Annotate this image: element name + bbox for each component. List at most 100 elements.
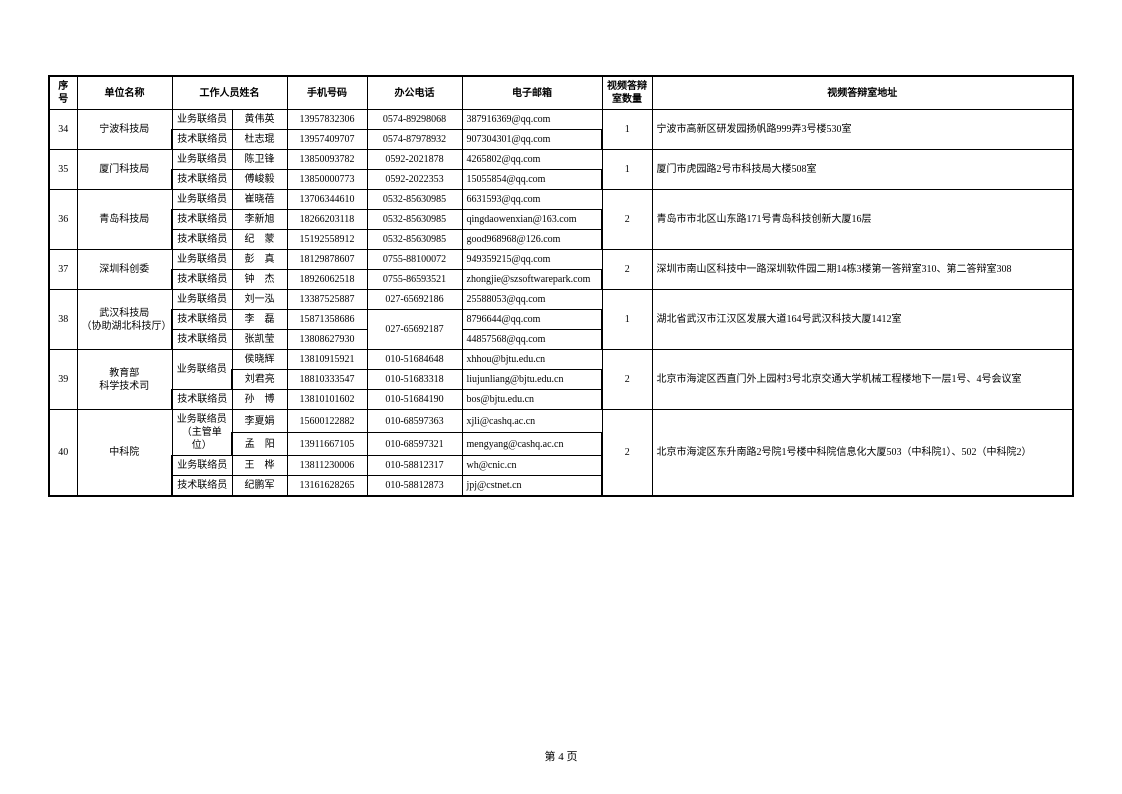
role-cell: 业务联络员 xyxy=(172,350,232,390)
email-cell: xhhou@bjtu.edu.cn xyxy=(462,350,602,370)
role-cell: 业务联络员 xyxy=(172,150,232,170)
role-cell: 技术联络员 xyxy=(172,390,232,410)
name-cell: 侯晓辉 xyxy=(232,350,287,370)
table-row: 38 武汉科技局 （协助湖北科技厅） 业务联络员 刘一泓 13387525887… xyxy=(49,290,1073,310)
org-cell: 武汉科技局 （协助湖北科技厅） xyxy=(77,290,172,350)
col-email: 电子邮箱 xyxy=(462,76,602,110)
name-cell: 崔晓蓓 xyxy=(232,190,287,210)
phone-cell: 010-51683318 xyxy=(367,370,462,390)
email-cell: 907304301@qq.com xyxy=(462,130,602,150)
email-cell: 15055854@qq.com xyxy=(462,170,602,190)
addr-cell: 北京市海淀区东升南路2号院1号楼中科院信息化大厦503（中科院1）、502（中科… xyxy=(652,410,1073,497)
name-cell: 钟 杰 xyxy=(232,270,287,290)
name-cell: 张凯莹 xyxy=(232,330,287,350)
phone-cell: 010-58812317 xyxy=(367,456,462,476)
name-cell: 刘一泓 xyxy=(232,290,287,310)
count-cell: 2 xyxy=(602,190,652,250)
mobile-cell: 18129878607 xyxy=(287,250,367,270)
role-cell: 技术联络员 xyxy=(172,270,232,290)
seq-cell: 35 xyxy=(49,150,77,190)
org-cell: 深圳科创委 xyxy=(77,250,172,290)
seq-cell: 37 xyxy=(49,250,77,290)
addr-cell: 宁波市高新区研发园扬帆路999弄3号楼530室 xyxy=(652,110,1073,150)
col-count: 视频答辩室数量 xyxy=(602,76,652,110)
seq-cell: 36 xyxy=(49,190,77,250)
table-header-row: 序号 单位名称 工作人员姓名 手机号码 办公电话 电子邮箱 视频答辩室数量 视频… xyxy=(49,76,1073,110)
role-cell: 技术联络员 xyxy=(172,476,232,497)
email-cell: 387916369@qq.com xyxy=(462,110,602,130)
seq-cell: 39 xyxy=(49,350,77,410)
name-cell: 李夏娟 xyxy=(232,410,287,433)
org-cell: 青岛科技局 xyxy=(77,190,172,250)
email-cell: wh@cnic.cn xyxy=(462,456,602,476)
email-cell: mengyang@cashq.ac.cn xyxy=(462,433,602,456)
mobile-cell: 15871358686 xyxy=(287,310,367,330)
email-cell: 25588053@qq.com xyxy=(462,290,602,310)
addr-cell: 厦门市虎园路2号市科技局大楼508室 xyxy=(652,150,1073,190)
col-seq: 序号 xyxy=(49,76,77,110)
role-cell: 技术联络员 xyxy=(172,230,232,250)
count-cell: 2 xyxy=(602,410,652,497)
addr-cell: 深圳市南山区科技中一路深圳软件园二期14栋3楼第一答辩室310、第二答辩室308 xyxy=(652,250,1073,290)
col-org: 单位名称 xyxy=(77,76,172,110)
phone-cell: 0532-85630985 xyxy=(367,230,462,250)
col-staff: 工作人员姓名 xyxy=(172,76,287,110)
phone-cell: 0532-85630985 xyxy=(367,190,462,210)
mobile-cell: 18266203118 xyxy=(287,210,367,230)
name-cell: 王 桦 xyxy=(232,456,287,476)
phone-cell: 027-65692187 xyxy=(367,310,462,350)
email-cell: good968968@126.com xyxy=(462,230,602,250)
name-cell: 纪鹏军 xyxy=(232,476,287,497)
mobile-cell: 18810333547 xyxy=(287,370,367,390)
role-cell: 技术联络员 xyxy=(172,130,232,150)
email-cell: 44857568@qq.com xyxy=(462,330,602,350)
addr-cell: 北京市海淀区西直门外上园村3号北京交通大学机械工程楼地下一层1号、4号会议室 xyxy=(652,350,1073,410)
role-cell: 技术联络员 xyxy=(172,170,232,190)
name-cell: 纪 蒙 xyxy=(232,230,287,250)
role-cell: 技术联络员 xyxy=(172,210,232,230)
org-cell: 中科院 xyxy=(77,410,172,497)
phone-cell: 0592-2022353 xyxy=(367,170,462,190)
count-cell: 1 xyxy=(602,150,652,190)
mobile-cell: 13387525887 xyxy=(287,290,367,310)
email-cell: 8796644@qq.com xyxy=(462,310,602,330)
phone-cell: 0574-89298068 xyxy=(367,110,462,130)
role-cell: 业务联络员（主管单位） xyxy=(172,410,232,456)
name-cell: 陈卫锋 xyxy=(232,150,287,170)
name-cell: 黄伟英 xyxy=(232,110,287,130)
mobile-cell: 13911667105 xyxy=(287,433,367,456)
phone-cell: 010-58812873 xyxy=(367,476,462,497)
role-cell: 技术联络员 xyxy=(172,330,232,350)
mobile-cell: 13850000773 xyxy=(287,170,367,190)
mobile-cell: 13957832306 xyxy=(287,110,367,130)
page-footer: 第 4 页 xyxy=(0,748,1122,764)
count-cell: 1 xyxy=(602,290,652,350)
seq-cell: 38 xyxy=(49,290,77,350)
name-cell: 孙 博 xyxy=(232,390,287,410)
mobile-cell: 13808627930 xyxy=(287,330,367,350)
mobile-cell: 13706344610 xyxy=(287,190,367,210)
email-cell: zhongjie@szsoftwarepark.com xyxy=(462,270,602,290)
name-cell: 孟 阳 xyxy=(232,433,287,456)
name-cell: 杜志琨 xyxy=(232,130,287,150)
name-cell: 李 磊 xyxy=(232,310,287,330)
name-cell: 刘君亮 xyxy=(232,370,287,390)
table-row: 34 宁波科技局 业务联络员 黄伟英 13957832306 0574-8929… xyxy=(49,110,1073,130)
phone-cell: 0592-2021878 xyxy=(367,150,462,170)
mobile-cell: 13810101602 xyxy=(287,390,367,410)
table-row: 37 深圳科创委 业务联络员 彭 真 18129878607 0755-8810… xyxy=(49,250,1073,270)
col-phone: 办公电话 xyxy=(367,76,462,110)
count-cell: 2 xyxy=(602,250,652,290)
name-cell: 李新旭 xyxy=(232,210,287,230)
email-cell: bos@bjtu.edu.cn xyxy=(462,390,602,410)
role-cell: 业务联络员 xyxy=(172,290,232,310)
org-cell: 教育部 科学技术司 xyxy=(77,350,172,410)
col-mobile: 手机号码 xyxy=(287,76,367,110)
col-addr: 视频答辩室地址 xyxy=(652,76,1073,110)
phone-cell: 027-65692186 xyxy=(367,290,462,310)
role-cell: 业务联络员 xyxy=(172,250,232,270)
phone-cell: 0755-88100072 xyxy=(367,250,462,270)
role-cell: 技术联络员 xyxy=(172,310,232,330)
addr-cell: 青岛市市北区山东路171号青岛科技创新大厦16层 xyxy=(652,190,1073,250)
name-cell: 彭 真 xyxy=(232,250,287,270)
